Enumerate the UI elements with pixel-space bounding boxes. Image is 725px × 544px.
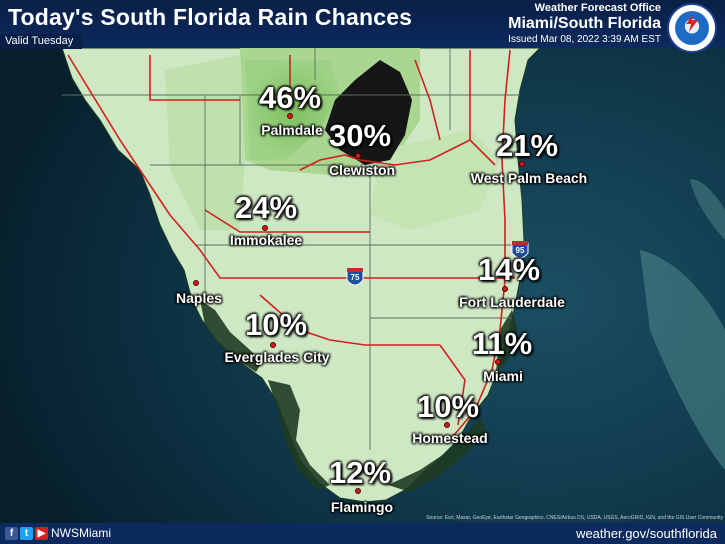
bahamas-bank-north: [690, 179, 725, 240]
dot-palmdale: [287, 113, 293, 119]
dot-clewiston: [355, 153, 361, 159]
city-everglades-city: Everglades City: [224, 349, 330, 365]
social-handle[interactable]: NWSMiami: [51, 526, 111, 540]
pct-miami: 11%: [471, 326, 533, 361]
mangrove-coast: [200, 300, 518, 492]
twitter-icon[interactable]: t: [20, 527, 33, 540]
pct-fort-lauderdale: 14%: [477, 252, 541, 287]
dot-homestead: [444, 422, 450, 428]
city-west-palm-beach: West Palm Beach: [470, 170, 588, 186]
pct-clewiston: 30%: [328, 118, 392, 153]
social-icons: f t ▶: [5, 527, 48, 540]
i95-label: 95: [515, 246, 525, 255]
footer-band: [0, 523, 725, 544]
roads: [67, 49, 515, 441]
youtube-icon[interactable]: ▶: [35, 527, 48, 540]
i75-label: 75: [350, 273, 360, 282]
i75-shield: [346, 268, 364, 286]
city-flamingo: Flamingo: [330, 499, 394, 515]
county-lines: [62, 48, 520, 450]
map-credit: Source: Esri, Maxar, GeoEye, Earthstar G…: [426, 515, 723, 521]
issued-time: Issued Mar 08, 2022 3:39 AM EST: [508, 34, 661, 45]
page-title: Today's South Florida Rain Chances: [8, 4, 413, 30]
pct-everglades-city: 10%: [244, 307, 308, 342]
dot-west-palm-beach: [519, 161, 525, 167]
dot-flamingo: [355, 488, 361, 494]
city-clewiston: Clewiston: [328, 162, 396, 178]
city-naples: Naples: [176, 290, 222, 306]
nws-logo: [667, 3, 717, 53]
bahamas-bank: [640, 250, 725, 470]
pct-immokalee: 24%: [234, 190, 298, 225]
dot-naples: [193, 280, 199, 286]
dot-immokalee: [262, 225, 268, 231]
office-block: Weather Forecast Office Miami/South Flor…: [508, 2, 661, 45]
zone-20: [370, 130, 500, 230]
lightning-icon: [686, 14, 698, 32]
pct-homestead: 10%: [416, 389, 480, 424]
valid-day: Valid Tuesday: [0, 34, 82, 49]
pct-palmdale: 46%: [258, 80, 322, 115]
dot-everglades-city: [270, 342, 276, 348]
city-palmdale: Palmdale: [261, 122, 323, 138]
header-band: [0, 0, 725, 48]
city-miami: Miami: [483, 368, 523, 384]
city-homestead: Homestead: [412, 430, 488, 446]
dot-miami: [495, 359, 501, 365]
lake-okeechobee: [325, 60, 412, 165]
city-immokalee: Immokalee: [229, 232, 303, 248]
pct-flamingo: 12%: [328, 455, 392, 490]
dot-fort-lauderdale: [502, 286, 508, 292]
i95-shield: [511, 241, 529, 259]
pct-west-palm-beach: 21%: [495, 128, 559, 163]
facebook-icon[interactable]: f: [5, 527, 18, 540]
office-label: Weather Forecast Office: [534, 2, 661, 14]
website-link[interactable]: weather.gov/southflorida: [576, 526, 717, 541]
zone-46: [245, 60, 340, 160]
city-fort-lauderdale: Fort Lauderdale: [459, 294, 565, 310]
office-name: Miami/South Florida: [508, 15, 661, 32]
